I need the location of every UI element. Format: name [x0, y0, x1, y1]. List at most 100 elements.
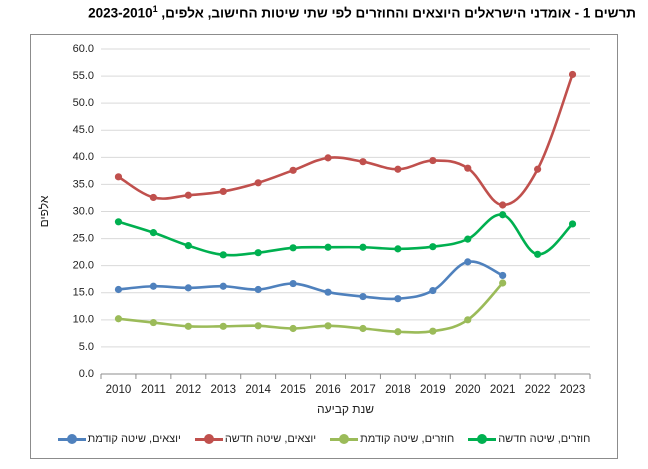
x-tick-label: 2021	[490, 384, 516, 396]
legend-item: חוזרים, שיטה חדשה	[468, 433, 590, 445]
data-point-series-3	[394, 328, 402, 336]
y-tick-label: 25.0	[73, 232, 94, 244]
legend-label: יוצאים, שיטה חדשה	[224, 433, 317, 445]
y-tick-label: 0.0	[79, 368, 94, 380]
data-point-series-1	[359, 292, 367, 301]
x-tick-label: 2012	[176, 384, 202, 396]
data-point-series-1	[149, 282, 157, 290]
legend-label: חוזרים, שיטה חדשה	[498, 433, 591, 445]
data-point-series-3	[289, 324, 297, 333]
data-point-series-3	[184, 322, 192, 330]
data-point-series-3	[359, 324, 367, 333]
data-point-series-3	[324, 322, 332, 330]
y-tick-label: 35.0	[73, 178, 94, 190]
data-point-series-2	[499, 201, 507, 209]
data-point-series-3	[219, 322, 227, 330]
data-point-series-2	[534, 165, 542, 173]
data-point-series-4	[114, 218, 123, 226]
x-tick-label: 2010	[106, 384, 132, 396]
data-point-series-4	[359, 243, 367, 251]
series-line-1	[117, 260, 504, 301]
legend-item: יוצאים, שיטה קודמת	[57, 433, 181, 445]
data-point-series-1	[464, 258, 472, 266]
data-point-series-3	[499, 279, 507, 287]
data-point-series-3	[149, 318, 157, 327]
x-tick-label: 2022	[525, 384, 551, 396]
data-point-series-2	[254, 179, 262, 187]
y-tick-label: 10.0	[73, 314, 94, 326]
data-point-series-2	[149, 193, 157, 202]
data-point-series-4	[534, 250, 542, 258]
data-point-series-3	[114, 315, 123, 323]
y-tick-label: 50.0	[73, 97, 94, 109]
data-point-series-2	[429, 156, 437, 165]
data-point-series-1	[114, 285, 123, 294]
data-point-series-1	[219, 282, 227, 290]
data-point-series-4	[289, 244, 297, 252]
y-tick-label: 30.0	[73, 205, 94, 217]
data-point-series-4	[184, 242, 192, 250]
data-point-series-1	[324, 288, 332, 296]
data-point-series-4	[254, 249, 262, 257]
title-footnote: 1	[152, 4, 158, 14]
y-tick-label: 15.0	[73, 287, 94, 299]
data-point-series-3	[254, 322, 262, 330]
data-point-series-4	[568, 220, 577, 228]
y-tick-label: 60.0	[73, 43, 94, 55]
y-tick-label: 40.0	[73, 151, 94, 163]
data-point-series-1	[429, 286, 437, 295]
series-line-3	[117, 281, 504, 334]
data-point-series-2	[464, 164, 472, 172]
x-tick-label: 2019	[420, 384, 446, 396]
legend-swatch	[330, 434, 359, 444]
data-point-series-2	[219, 187, 227, 196]
data-point-series-3	[429, 327, 437, 335]
data-point-series-4	[464, 235, 472, 243]
data-point-series-1	[184, 284, 192, 292]
data-point-series-2	[289, 166, 297, 174]
chart-frame	[30, 34, 618, 459]
data-point-series-1	[254, 285, 262, 294]
data-point-series-4	[324, 243, 332, 251]
legend-item: יוצאים, שיטה חדשה	[194, 433, 317, 445]
data-point-series-2	[359, 158, 367, 166]
series-line-2	[117, 73, 574, 207]
x-tick-label: 2014	[245, 384, 271, 396]
x-tick-label: 2023	[560, 384, 586, 396]
x-tick-label: 2016	[315, 384, 341, 396]
data-point-series-1	[499, 271, 507, 280]
legend-swatch	[57, 434, 86, 444]
legend-swatch	[468, 434, 497, 444]
data-point-series-4	[499, 211, 507, 219]
data-point-series-1	[394, 295, 402, 303]
data-point-series-2	[184, 191, 192, 199]
y-axis-title: אלפים	[37, 195, 51, 227]
chart-title: תרשים 1 - אומדני הישראלים היוצאים והחוזר…	[88, 4, 636, 21]
x-tick-label: 2013	[210, 384, 236, 396]
series-line-4	[117, 213, 574, 257]
data-point-series-4	[429, 243, 437, 251]
data-point-series-2	[114, 173, 123, 181]
y-tick-label: 5.0	[79, 341, 94, 353]
legend-label: יוצאים, שיטה קודמת	[87, 433, 181, 445]
data-point-series-3	[464, 316, 472, 324]
y-tick-label: 20.0	[73, 260, 94, 272]
x-tick-label: 2011	[141, 384, 166, 396]
y-tick-label: 55.0	[73, 70, 94, 82]
data-point-series-2	[324, 154, 332, 162]
data-point-series-4	[394, 245, 402, 253]
legend-swatch	[194, 434, 223, 444]
legend-label: חוזרים, שיטה קודמת	[360, 433, 455, 445]
y-tick-label: 45.0	[73, 124, 94, 136]
legend: חוזרים, שיטה חדשה חוזרים, שיטה קודמת יוצאי…	[40, 433, 608, 445]
x-axis-title: שנת קביעה	[317, 402, 374, 416]
data-point-series-2	[568, 70, 577, 79]
data-point-series-2	[394, 165, 402, 173]
x-tick-label: 2015	[280, 384, 306, 396]
x-tick-label: 2018	[385, 384, 411, 396]
data-point-series-4	[149, 229, 157, 237]
data-point-series-1	[289, 279, 297, 288]
data-point-series-4	[219, 251, 227, 259]
legend-item: חוזרים, שיטה קודמת	[330, 433, 454, 445]
